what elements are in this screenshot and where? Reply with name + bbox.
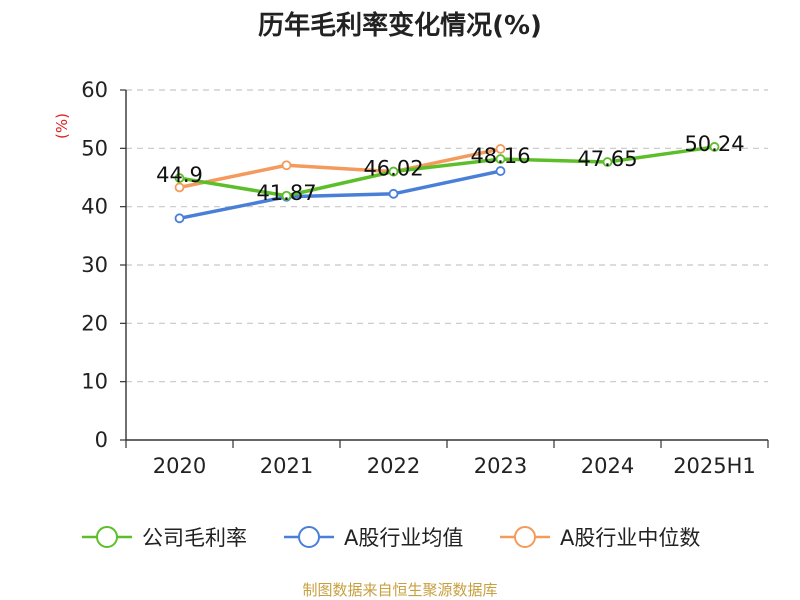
y-tick-label: 20 xyxy=(81,311,108,335)
data-label: 48.16 xyxy=(470,144,530,168)
legend-item-2[interactable]: A股行业中位数 xyxy=(500,526,700,550)
series-line-0 xyxy=(177,145,717,198)
data-label: 47.65 xyxy=(577,147,637,171)
x-tick-label: 2022 xyxy=(367,454,420,478)
x-tick-label: 2024 xyxy=(581,454,634,478)
legend-label: A股行业均值 xyxy=(344,526,463,550)
data-point[interactable] xyxy=(174,173,185,183)
legend-marker xyxy=(298,526,320,548)
data-point[interactable] xyxy=(602,157,613,167)
y-tick-label: 0 xyxy=(95,428,108,452)
data-point[interactable] xyxy=(281,190,292,201)
data-point[interactable] xyxy=(174,182,185,193)
data-point[interactable] xyxy=(281,160,292,171)
x-tick-label: 2021 xyxy=(260,454,313,478)
chart-title: 历年毛利率变化情况(%) xyxy=(258,10,542,41)
data-point[interactable] xyxy=(709,142,720,152)
source-note: 制图数据来自恒生聚源数据库 xyxy=(302,581,497,599)
series-line-2 xyxy=(177,147,503,190)
x-tick-label: 2023 xyxy=(474,454,527,478)
y-axis-label: (%) xyxy=(53,113,71,139)
legend[interactable]: 公司毛利率 A股行业均值 A股行业中位数 xyxy=(82,526,700,550)
axes: 0 10 20 30 40 50 60 2020 2021 2022 2023 2024 2025H1 xyxy=(81,78,769,478)
x-tick-label: 2020 xyxy=(153,454,206,478)
data-point[interactable] xyxy=(174,213,185,224)
legend-label: 公司毛利率 xyxy=(142,526,247,550)
data-labels: 44.9 41.87 46.02 48.16 47.65 50.24 xyxy=(156,132,744,205)
data-point[interactable] xyxy=(388,166,399,177)
y-tick-label: 60 xyxy=(81,78,108,102)
series-lines xyxy=(174,142,720,224)
data-point[interactable] xyxy=(495,154,506,164)
y-tick-label: 50 xyxy=(81,136,108,160)
grid-lines xyxy=(126,89,768,383)
legend-item-1[interactable]: A股行业均值 xyxy=(284,526,463,550)
y-tick-label: 10 xyxy=(81,370,108,394)
data-point[interactable] xyxy=(388,188,399,199)
data-label: 44.9 xyxy=(156,163,203,187)
y-tick-label: 40 xyxy=(81,195,108,219)
data-point[interactable] xyxy=(495,166,506,176)
data-label: 41.87 xyxy=(256,181,316,205)
legend-marker xyxy=(96,526,118,548)
data-label: 50.24 xyxy=(684,132,744,156)
x-tick-label: 2025H1 xyxy=(673,454,756,478)
legend-label: A股行业中位数 xyxy=(560,526,700,550)
data-point[interactable] xyxy=(495,144,506,154)
series-line-1 xyxy=(177,169,503,221)
data-label: 46.02 xyxy=(363,157,423,181)
legend-item-0[interactable]: 公司毛利率 xyxy=(82,526,247,550)
legend-marker xyxy=(514,526,536,548)
y-tick-label: 30 xyxy=(81,253,108,277)
